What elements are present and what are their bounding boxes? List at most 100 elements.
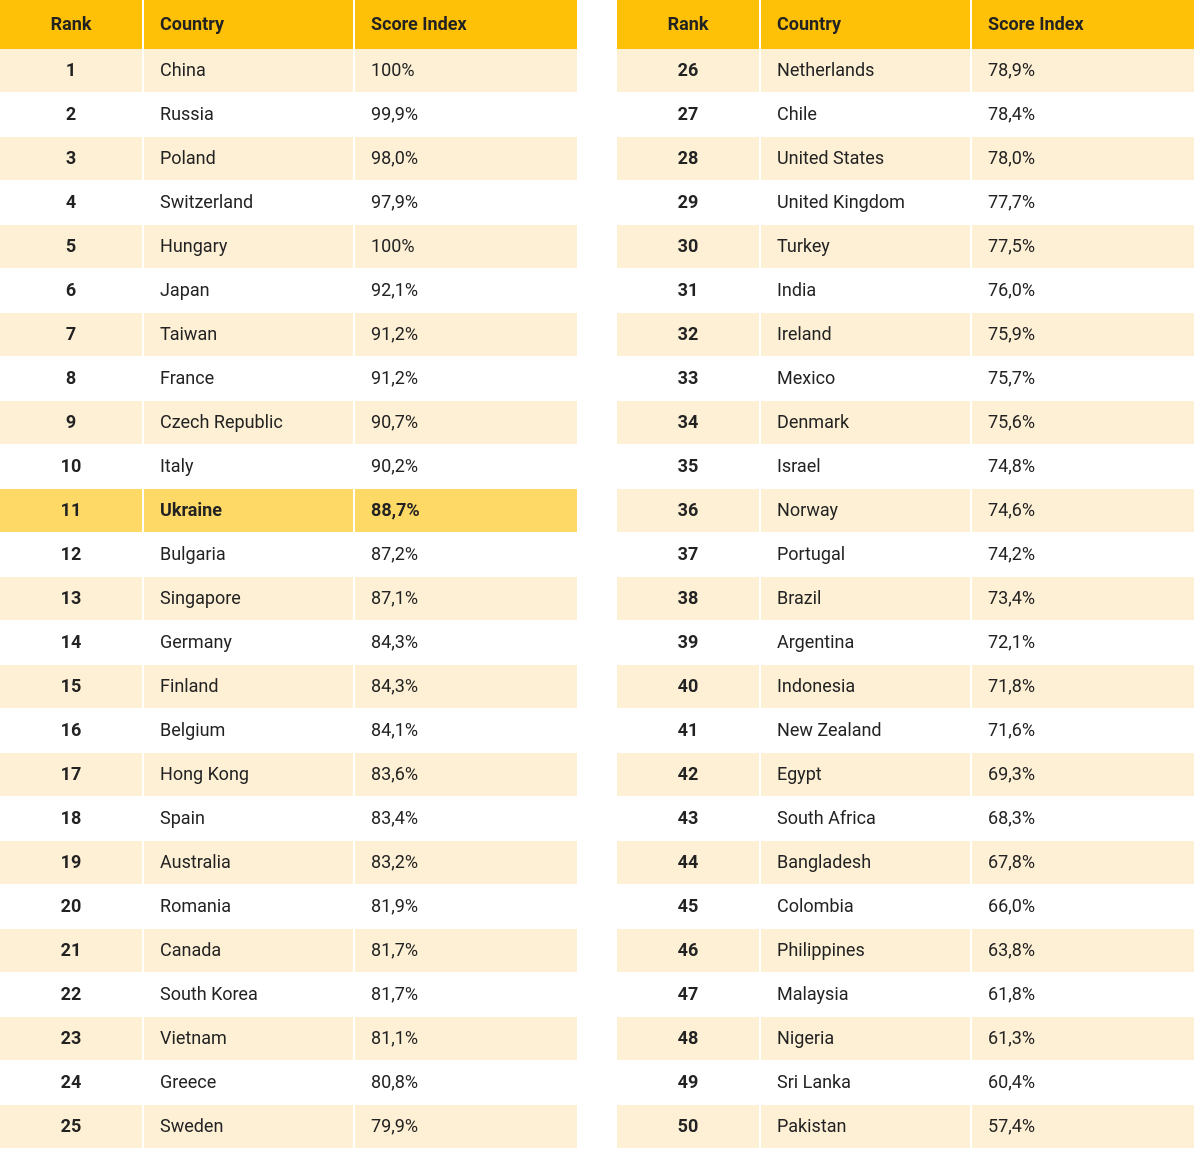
table-row: 22South Korea81,7%: [0, 973, 577, 1017]
cell-rank: 7: [0, 313, 144, 357]
cell-score: 67,8%: [972, 841, 1194, 885]
cell-rank: 24: [0, 1061, 144, 1105]
cell-country: China: [144, 49, 355, 93]
cell-score: 84,3%: [355, 665, 577, 709]
cell-score: 79,9%: [355, 1105, 577, 1149]
cell-country: Mexico: [761, 357, 972, 401]
table-body-left: 1China100%2Russia99,9%3Poland98,0%4Switz…: [0, 49, 577, 1149]
cell-rank: 11: [0, 489, 144, 533]
cell-rank: 26: [617, 49, 761, 93]
table-row: 15Finland84,3%: [0, 665, 577, 709]
cell-score: 87,1%: [355, 577, 577, 621]
cell-rank: 3: [0, 137, 144, 181]
cell-country: Chile: [761, 93, 972, 137]
table-row: 10Italy90,2%: [0, 445, 577, 489]
cell-country: Finland: [144, 665, 355, 709]
cell-rank: 25: [0, 1105, 144, 1149]
cell-country: New Zealand: [761, 709, 972, 753]
cell-rank: 17: [0, 753, 144, 797]
table-row: 38Brazil73,4%: [617, 577, 1194, 621]
cell-score: 74,8%: [972, 445, 1194, 489]
cell-score: 57,4%: [972, 1105, 1194, 1149]
table-row: 2Russia99,9%: [0, 93, 577, 137]
table-row: 41New Zealand71,6%: [617, 709, 1194, 753]
cell-score: 97,9%: [355, 181, 577, 225]
cell-score: 66,0%: [972, 885, 1194, 929]
cell-country: South Africa: [761, 797, 972, 841]
ranking-table-right: Rank Country Score Index 26Netherlands78…: [617, 0, 1194, 1149]
cell-rank: 37: [617, 533, 761, 577]
cell-country: Hungary: [144, 225, 355, 269]
cell-country: Singapore: [144, 577, 355, 621]
cell-score: 81,1%: [355, 1017, 577, 1061]
cell-country: Japan: [144, 269, 355, 313]
cell-country: Bangladesh: [761, 841, 972, 885]
cell-score: 100%: [355, 225, 577, 269]
cell-country: Colombia: [761, 885, 972, 929]
table-row: 20Romania81,9%: [0, 885, 577, 929]
cell-country: Netherlands: [761, 49, 972, 93]
cell-score: 81,9%: [355, 885, 577, 929]
cell-score: 75,6%: [972, 401, 1194, 445]
cell-country: Australia: [144, 841, 355, 885]
table-row: 11Ukraine88,7%: [0, 489, 577, 533]
cell-score: 87,2%: [355, 533, 577, 577]
cell-score: 69,3%: [972, 753, 1194, 797]
cell-country: Egypt: [761, 753, 972, 797]
table-row: 45Colombia66,0%: [617, 885, 1194, 929]
cell-rank: 15: [0, 665, 144, 709]
cell-rank: 34: [617, 401, 761, 445]
table-row: 35Israel74,8%: [617, 445, 1194, 489]
table-row: 5Hungary100%: [0, 225, 577, 269]
cell-country: South Korea: [144, 973, 355, 1017]
cell-score: 99,9%: [355, 93, 577, 137]
table-row: 48Nigeria61,3%: [617, 1017, 1194, 1061]
table-row: 44Bangladesh67,8%: [617, 841, 1194, 885]
cell-country: Ireland: [761, 313, 972, 357]
cell-rank: 30: [617, 225, 761, 269]
table-row: 24Greece80,8%: [0, 1061, 577, 1105]
cell-country: France: [144, 357, 355, 401]
cell-score: 81,7%: [355, 929, 577, 973]
table-header-row: Rank Country Score Index: [0, 0, 577, 49]
cell-rank: 2: [0, 93, 144, 137]
cell-score: 61,8%: [972, 973, 1194, 1017]
cell-country: Belgium: [144, 709, 355, 753]
cell-score: 100%: [355, 49, 577, 93]
table-row: 27Chile78,4%: [617, 93, 1194, 137]
cell-score: 88,7%: [355, 489, 577, 533]
table-row: 16Belgium84,1%: [0, 709, 577, 753]
col-header-score: Score Index: [355, 0, 577, 49]
cell-score: 84,3%: [355, 621, 577, 665]
cell-country: Canada: [144, 929, 355, 973]
cell-score: 90,2%: [355, 445, 577, 489]
cell-rank: 14: [0, 621, 144, 665]
cell-country: Brazil: [761, 577, 972, 621]
cell-country: Argentina: [761, 621, 972, 665]
cell-rank: 47: [617, 973, 761, 1017]
cell-score: 83,4%: [355, 797, 577, 841]
col-header-rank: Rank: [0, 0, 144, 49]
table-row: 7Taiwan91,2%: [0, 313, 577, 357]
table-row: 13Singapore87,1%: [0, 577, 577, 621]
cell-rank: 31: [617, 269, 761, 313]
cell-country: Romania: [144, 885, 355, 929]
cell-rank: 49: [617, 1061, 761, 1105]
cell-score: 81,7%: [355, 973, 577, 1017]
cell-score: 74,2%: [972, 533, 1194, 577]
cell-country: Hong Kong: [144, 753, 355, 797]
table-row: 49Sri Lanka60,4%: [617, 1061, 1194, 1105]
cell-score: 75,7%: [972, 357, 1194, 401]
cell-score: 77,5%: [972, 225, 1194, 269]
cell-rank: 13: [0, 577, 144, 621]
table-row: 8France91,2%: [0, 357, 577, 401]
cell-rank: 38: [617, 577, 761, 621]
table-row: 4Switzerland97,9%: [0, 181, 577, 225]
cell-country: Spain: [144, 797, 355, 841]
table-row: 9Czech Republic90,7%: [0, 401, 577, 445]
cell-score: 84,1%: [355, 709, 577, 753]
col-header-country: Country: [761, 0, 972, 49]
ranking-table-left: Rank Country Score Index 1China100%2Russ…: [0, 0, 577, 1149]
cell-country: India: [761, 269, 972, 313]
cell-score: 80,8%: [355, 1061, 577, 1105]
